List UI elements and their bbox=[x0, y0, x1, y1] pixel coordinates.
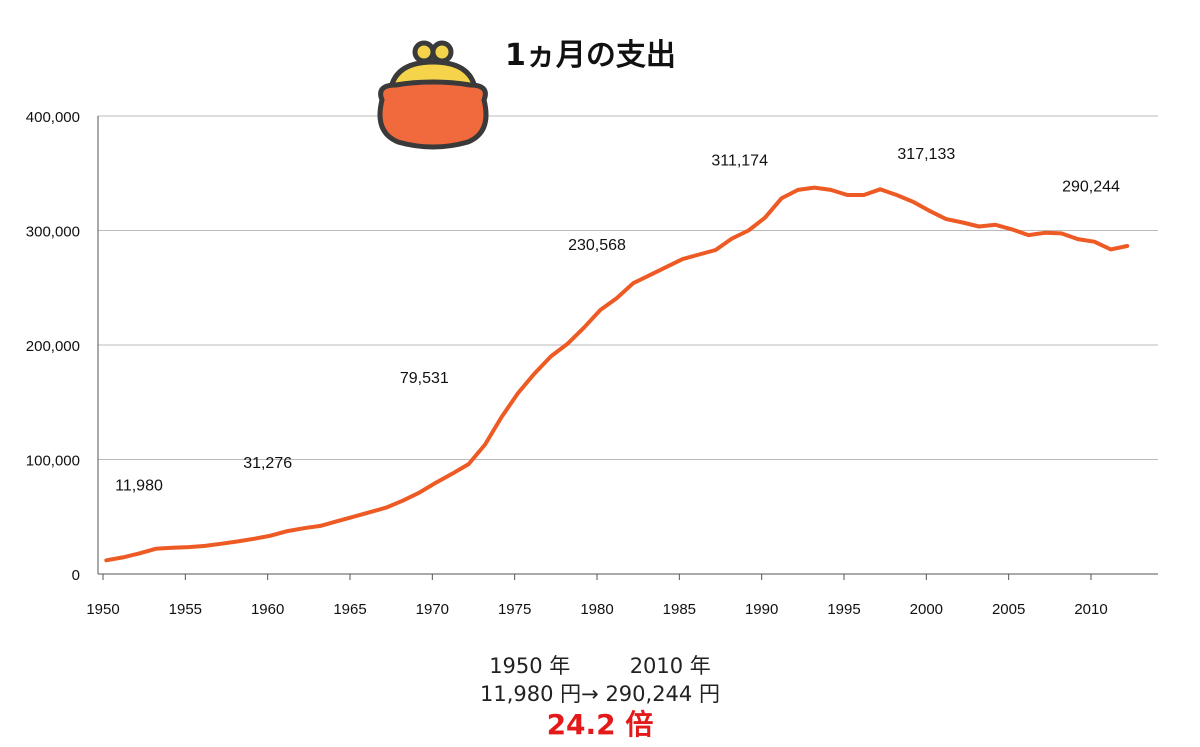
data-labels: 11,980 31,276 79,531 230,568 311,174 317,133 2… bbox=[115, 146, 1120, 494]
grid-lines bbox=[97, 115, 1158, 575]
coin-purse-icon bbox=[377, 40, 489, 150]
x-tick-label: 2010 bbox=[1074, 601, 1107, 618]
chart-title: 1ヵ月の支出 bbox=[505, 38, 676, 73]
year-range: 1950 年 2010 年 bbox=[0, 650, 1200, 680]
year-from: 1950 年 bbox=[489, 654, 571, 678]
x-tick-label: 1985 bbox=[663, 601, 696, 618]
y-tick-label: 0 bbox=[72, 567, 80, 584]
x-axis-ticks: 1950 1955 1960 1965 1970 1975 1980 1985 1990 1995… bbox=[86, 574, 1108, 618]
x-tick-label: 1980 bbox=[580, 601, 613, 618]
x-tick-label: 1955 bbox=[169, 601, 202, 618]
y-axis-ticks: 0 100,000 200,000 300,000 400,000 bbox=[26, 109, 80, 584]
y-tick-label: 400,000 bbox=[26, 109, 80, 126]
data-label: 79,531 bbox=[400, 370, 449, 387]
year-to: 2010 年 bbox=[629, 654, 711, 678]
x-tick-label: 2005 bbox=[992, 601, 1025, 618]
x-tick-label: 1950 bbox=[86, 601, 119, 618]
data-label: 11,980 bbox=[115, 477, 163, 494]
x-tick-label: 1995 bbox=[827, 601, 860, 618]
growth-ratio: 24.2 倍 bbox=[546, 708, 654, 741]
x-tick-label: 2000 bbox=[910, 601, 943, 618]
data-label: 31,276 bbox=[243, 455, 292, 472]
y-tick-label: 300,000 bbox=[26, 224, 80, 241]
data-label: 317,133 bbox=[897, 146, 955, 163]
spending-line bbox=[104, 185, 1130, 563]
x-tick-label: 1970 bbox=[416, 601, 449, 618]
y-tick-label: 200,000 bbox=[26, 338, 80, 355]
y-tick-label: 100,000 bbox=[26, 453, 80, 470]
x-tick-label: 1960 bbox=[251, 601, 284, 618]
data-label: 290,244 bbox=[1062, 179, 1120, 196]
data-label: 230,568 bbox=[568, 237, 626, 254]
data-label: 311,174 bbox=[711, 153, 768, 170]
x-tick-label: 1975 bbox=[498, 601, 531, 618]
x-tick-label: 1965 bbox=[333, 601, 366, 618]
amount-comparison: 11,980 円→ 290,244 円 bbox=[480, 682, 720, 706]
x-tick-label: 1990 bbox=[745, 601, 778, 618]
